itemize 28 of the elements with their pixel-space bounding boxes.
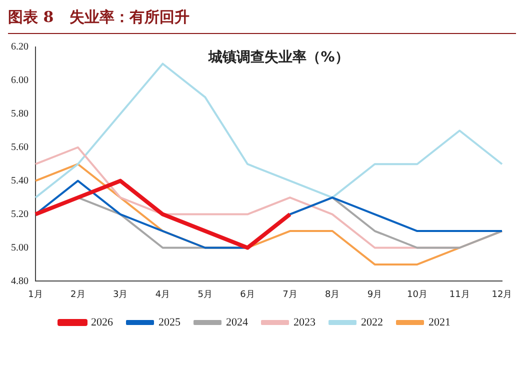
y-tick-label: 5.60 bbox=[11, 142, 28, 153]
x-tick-label: 6月 bbox=[240, 290, 255, 300]
x-tick-label: 4月 bbox=[155, 290, 170, 300]
x-tick-label: 10月 bbox=[406, 290, 428, 300]
legend-label: 2024 bbox=[226, 316, 248, 328]
chart-subtitle: 城镇调查失业率（%） bbox=[208, 48, 349, 66]
y-tick-label: 5.20 bbox=[11, 208, 28, 220]
y-tick-label: 5.40 bbox=[11, 175, 28, 186]
y-tick-label: 6.00 bbox=[11, 75, 28, 86]
y-tick-label: 5.00 bbox=[11, 242, 28, 254]
legend-label: 2025 bbox=[158, 316, 181, 328]
legend-label: 2023 bbox=[294, 316, 316, 328]
x-tick-label: 7月 bbox=[282, 290, 298, 300]
x-tick-label: 12月 bbox=[492, 290, 512, 300]
legend-label: 2022 bbox=[361, 316, 383, 328]
x-tick-label: 11月 bbox=[449, 290, 470, 300]
x-tick-label: 8月 bbox=[324, 290, 340, 300]
chart-title: 图表 8 失业率：有所回升 bbox=[8, 8, 516, 34]
y-tick-label: 4.80 bbox=[11, 276, 28, 287]
y-tick-label: 6.20 bbox=[11, 42, 28, 53]
x-tick-label: 3月 bbox=[112, 290, 128, 300]
legend-label: 2026 bbox=[91, 316, 114, 328]
x-tick-label: 5月 bbox=[198, 290, 213, 300]
x-tick-label: 1月 bbox=[28, 290, 43, 300]
x-tick-label: 2月 bbox=[70, 290, 86, 300]
y-tick-label: 5.80 bbox=[11, 108, 28, 120]
x-tick-label: 9月 bbox=[367, 290, 382, 300]
legend-label: 2021 bbox=[428, 316, 450, 328]
